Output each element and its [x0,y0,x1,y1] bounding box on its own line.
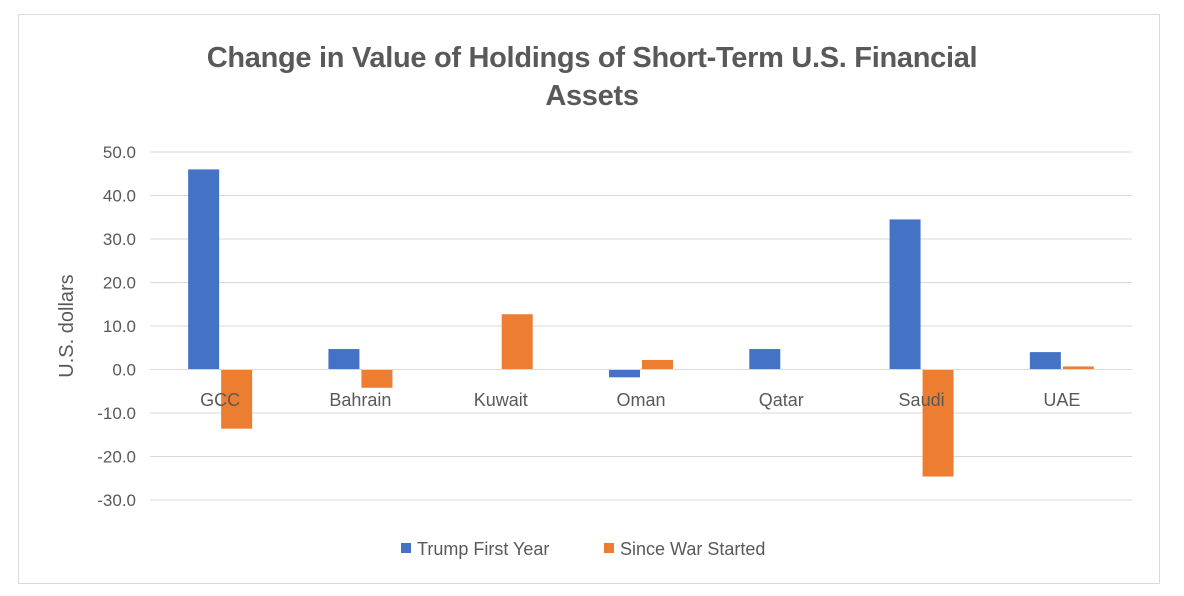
y-tick-label: -10.0 [97,404,136,423]
x-tick-label: Kuwait [474,390,528,410]
x-tick-label: Bahrain [329,390,391,410]
legend-swatch [604,543,614,553]
bar-gcc-since-war-started [221,369,253,429]
y-tick-label: 30.0 [103,230,136,249]
x-tick-label: UAE [1043,390,1080,410]
y-tick-label: -20.0 [97,448,136,467]
x-axis-category-labels: GCC Bahrain Kuwait Oman Qatar Saudi UAE [200,390,1080,410]
bar-qatar-trump-first-year [749,349,781,370]
bar-saudi-since-war-started [922,369,954,477]
legend-label: Since War Started [620,539,765,559]
y-tick-label: 0.0 [112,361,136,380]
x-tick-label: Oman [616,390,665,410]
chart-title-line-1: Change in Value of Holdings of Short-Ter… [206,42,978,74]
y-axis-tick-labels: 50.0 40.0 30.0 20.0 10.0 0.0 -10.0 -20.0 -30.0 [97,143,136,510]
bar-oman-since-war-started [642,359,673,370]
bar-saudi-trump-first-year [889,219,921,370]
y-tick-label: -30.0 [97,491,136,510]
y-tick-label: 10.0 [103,317,136,336]
y-tick-label: 20.0 [103,274,136,293]
legend-swatch [401,543,411,553]
bar-oman-trump-first-year [609,369,640,378]
y-tick-label: 50.0 [103,143,136,162]
bar-bahrain-since-war-started [361,369,393,388]
legend: Trump First Year Since War Started [401,539,765,559]
bar-bahrain-trump-first-year [328,349,360,370]
bar-uae-trump-first-year [1029,352,1061,370]
y-axis-label: U.S. dollars [56,274,78,377]
chart-title-line-2: Assets [545,79,639,112]
x-tick-label: Saudi [899,390,945,410]
bar-uae-since-war-started [1062,366,1094,370]
y-tick-label: 40.0 [103,187,136,206]
chart-title: Change in Value of Holdings of Short-Ter… [0,40,1184,115]
bar-kuwait-since-war-started [501,314,533,370]
legend-label: Trump First Year [417,539,549,559]
x-tick-label: Qatar [759,390,804,410]
bars [188,169,1094,477]
x-tick-label: GCC [200,390,240,410]
gridlines [150,151,1132,501]
bar-gcc-trump-first-year [188,169,220,370]
